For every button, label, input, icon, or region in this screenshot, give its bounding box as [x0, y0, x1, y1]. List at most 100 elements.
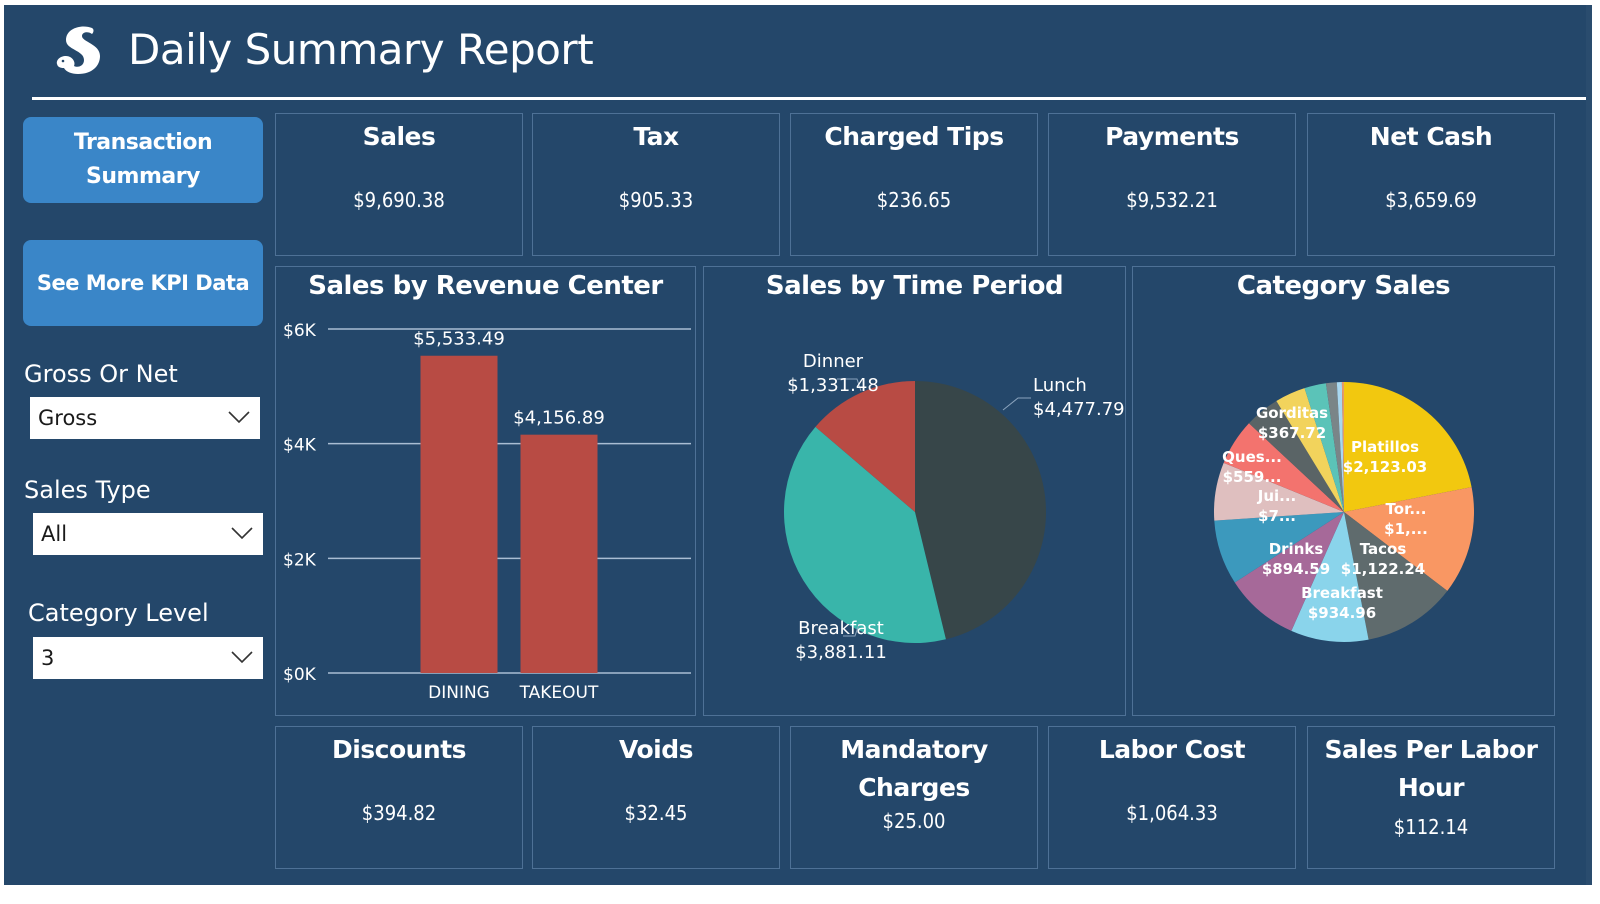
kpi-card-mandatory-charges: Mandatory Charges $25.00	[790, 726, 1038, 869]
see-more-kpi-button[interactable]: See More KPI Data	[23, 240, 263, 326]
kpi-title: Discounts	[331, 735, 467, 764]
slice-value: $1,...	[1384, 520, 1428, 538]
kpi-title: Payments	[1105, 122, 1239, 151]
kpi-title: Net Cash	[1369, 122, 1493, 151]
pie-slice	[1213, 511, 1344, 582]
kpi-title: Mandatory Charges	[840, 735, 988, 802]
category-level-label: Category Level	[28, 599, 209, 627]
pie-slice-lunch	[914, 380, 1046, 639]
pie-slice	[1336, 381, 1344, 512]
slice-label: Gorditas	[1255, 404, 1327, 422]
slice-label: Platillos	[1350, 438, 1418, 456]
kpi-value: $3,659.69	[1385, 188, 1477, 212]
gross-or-net-value: Gross	[38, 406, 98, 430]
pie-slice	[1343, 511, 1447, 640]
slice-value: $559...	[1222, 468, 1281, 486]
y-tick-label: $4K	[283, 435, 317, 455]
sales-by-revenue-center-card: Sales by Revenue Center $0K $2K $4K $6K $5,5…	[275, 266, 696, 716]
kpi-value: $9,690.38	[353, 188, 445, 212]
slice-value: $3,881.11	[795, 642, 887, 663]
leader-line	[836, 378, 861, 391]
chart-title: Category Sales	[1236, 271, 1451, 301]
slice-label: Ques...	[1222, 448, 1282, 466]
bar-data-label: $5,533.49	[413, 328, 505, 349]
slice-label: Drinks	[1268, 540, 1323, 558]
kpi-card-sales: Sales $9,690.38	[275, 113, 523, 256]
bar-takeout	[520, 434, 597, 673]
kpi-value: $394.82	[361, 801, 437, 825]
gross-or-net-dropdown[interactable]: Gross	[30, 397, 260, 439]
category-level-dropdown[interactable]: 3	[33, 637, 263, 679]
chevron-down-icon	[231, 527, 253, 540]
chart-title: Sales by Time Period	[765, 271, 1064, 301]
slice-value: $894.59	[1261, 560, 1329, 578]
pie-slice	[1290, 511, 1369, 642]
slice-value: $2,123.03	[1342, 458, 1426, 476]
slice-value: $367.72	[1257, 424, 1325, 442]
kpi-value: $905.33	[618, 188, 694, 212]
transaction-summary-button[interactable]: Transaction Summary	[23, 117, 263, 203]
pie-slice	[1341, 381, 1344, 512]
slice-value: $4,477.79	[1033, 399, 1125, 420]
right-edge	[1586, 5, 1592, 885]
sales-type-label: Sales Type	[24, 476, 151, 504]
chevron-down-icon	[231, 651, 253, 664]
kpi-card-discounts: Discounts $394.82	[275, 726, 523, 869]
kpi-value: $1,064.33	[1126, 801, 1218, 825]
x-tick-label: DINING	[428, 683, 490, 703]
kpi-title: Sales	[362, 122, 436, 151]
kpi-title: Charged Tips	[824, 122, 1004, 151]
slice-label: Tor...	[1385, 500, 1426, 518]
chart-title: Sales by Revenue Center	[308, 271, 663, 301]
kpi-card-voids: Voids $32.45	[532, 726, 780, 869]
slice-value: $1,331.48	[787, 375, 879, 396]
category-sales-card: Category Sales Platillos $2,123.03 Tor... $…	[1132, 266, 1555, 716]
kpi-card-labor-cost: Labor Cost $1,064.33	[1048, 726, 1296, 869]
kpi-title: Voids	[618, 735, 694, 764]
slice-label: Lunch	[1033, 375, 1087, 396]
kpi-value: $32.45	[624, 801, 688, 825]
leader-line	[842, 623, 859, 636]
kpi-value: $25.00	[882, 809, 946, 833]
y-tick-label: $0K	[283, 665, 317, 685]
pie-slice-dinner	[814, 380, 915, 512]
pie-slice	[1325, 381, 1344, 512]
kpi-value: $9,532.21	[1126, 188, 1218, 212]
leader-line	[1002, 397, 1031, 410]
gross-or-net-label: Gross Or Net	[24, 360, 178, 388]
kpi-value: $112.14	[1393, 815, 1469, 839]
category-sales-chart: Platillos $2,123.03 Tor... $1,... Tacos $1,12…	[1213, 381, 1474, 642]
sales-by-time-period-chart: Lunch $4,477.79 Breakfast $3,881.11 Dinner $1…	[783, 351, 1125, 663]
kpi-card-tax: Tax $905.33	[532, 113, 780, 256]
y-tick-label: $6K	[283, 321, 317, 341]
kpi-card-charged-tips: Charged Tips $236.65	[790, 113, 1038, 256]
slice-label: Jui...	[1256, 487, 1296, 505]
pie-slice	[1343, 381, 1472, 512]
page-title: Daily Summary Report	[128, 25, 594, 74]
sales-by-revenue-center-chart: $0K $2K $4K $6K $5,533.49 DINING $4,156.89 TAKE…	[283, 321, 691, 703]
bar-data-label: $4,156.89	[513, 407, 605, 428]
pie-slice	[1223, 422, 1344, 512]
slice-label: Dinner	[802, 351, 863, 372]
pie-slice	[1213, 462, 1344, 521]
slice-label: Tacos	[1359, 540, 1406, 558]
sales-by-time-period-card: Sales by Time Period Lunch $4,477.79 Break…	[703, 266, 1126, 716]
kpi-value: $236.65	[876, 188, 952, 212]
sales-type-value: All	[41, 522, 68, 546]
pie-slice	[1304, 382, 1344, 512]
slice-value: $1,122.24	[1340, 560, 1424, 578]
slice-label: Breakfast	[1301, 584, 1383, 602]
kpi-card-payments: Payments $9,532.21	[1048, 113, 1296, 256]
kpi-card-net-cash: Net Cash $3,659.69	[1307, 113, 1555, 256]
sales-type-dropdown[interactable]: All	[33, 513, 263, 555]
kpi-title: Sales Per Labor Hour	[1324, 735, 1539, 802]
header-divider	[32, 97, 1586, 100]
pie-slice	[1275, 387, 1344, 512]
kpi-title: Tax	[633, 122, 679, 151]
kpi-title: Labor Cost	[1098, 735, 1246, 764]
category-level-value: 3	[41, 646, 55, 670]
slice-label: Breakfast	[798, 618, 884, 639]
slice-value: $7...	[1258, 507, 1296, 525]
x-tick-label: TAKEOUT	[518, 683, 598, 703]
y-tick-label: $2K	[283, 550, 317, 570]
